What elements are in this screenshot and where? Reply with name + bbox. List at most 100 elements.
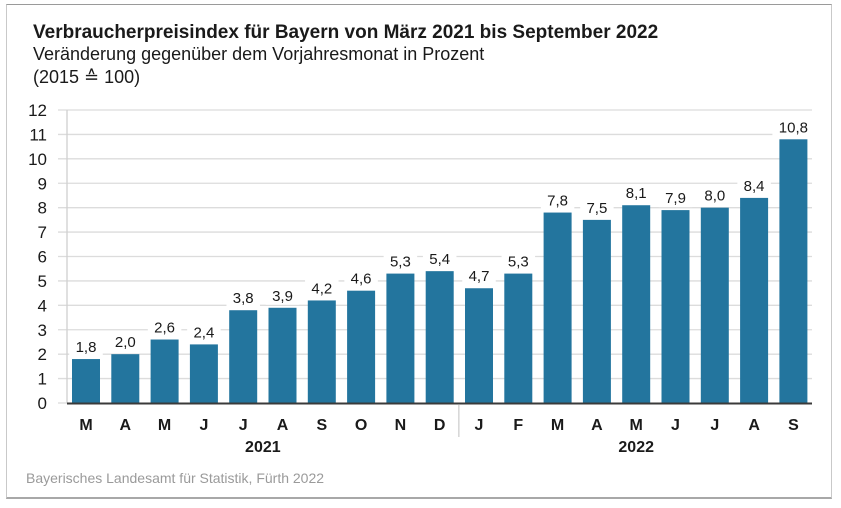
data-label: 3,8	[233, 290, 254, 307]
x-tick-label: J	[710, 417, 719, 434]
y-tick-label: 5	[38, 272, 47, 291]
y-tick-label: 7	[38, 223, 47, 242]
bar	[661, 210, 690, 403]
y-tick-label: 3	[38, 321, 47, 340]
data-labels: 1,8 2,0 2,6 2,4 3,8 3,9 4,2 4,6 5,3 5,4 4,7 5,3 7,8 7…	[69, 118, 815, 357]
x-tick-label: A	[591, 417, 603, 434]
x-tick-label: J	[475, 417, 484, 434]
data-label-bg	[737, 176, 771, 195]
x-tick-label: S	[788, 417, 799, 434]
data-label: 4,6	[351, 271, 372, 288]
bar	[189, 344, 218, 403]
data-label: 7,8	[547, 193, 568, 210]
source-note: Bayerisches Landesamt für Statistik, Für…	[26, 470, 325, 486]
bar	[268, 307, 297, 403]
x-tick-label: O	[355, 417, 367, 434]
data-label: 7,9	[665, 190, 686, 207]
data-label: 10,8	[779, 119, 808, 136]
bar	[582, 219, 611, 403]
bar	[307, 300, 336, 403]
bar	[229, 310, 258, 403]
data-label-bg	[344, 269, 378, 288]
bar	[504, 273, 533, 403]
data-label: 8,1	[626, 185, 647, 202]
x-tick-label: J	[239, 417, 248, 434]
x-tick-label: M	[158, 417, 171, 434]
data-label-bg	[422, 250, 457, 269]
data-label: 2,0	[115, 334, 136, 351]
data-label-bg	[187, 323, 221, 342]
x-tick-label: A	[277, 417, 289, 434]
bar	[622, 205, 651, 403]
data-label: 8,0	[704, 188, 725, 205]
bar	[465, 288, 493, 403]
data-label-bg	[305, 279, 339, 298]
data-label-bg	[462, 267, 496, 286]
data-label-bg	[226, 289, 260, 308]
data-label-bg	[772, 118, 815, 137]
y-tick-label: 12	[28, 101, 47, 120]
chart-subtitle: Veränderung gegenüber dem Vorjahresmonat…	[33, 44, 485, 64]
data-label: 5,4	[429, 251, 450, 268]
data-label: 8,4	[744, 178, 765, 195]
x-tick-label: F	[513, 417, 523, 434]
y-tick-label: 0	[38, 394, 47, 413]
year-groups: 2021 2022	[245, 405, 654, 456]
x-tick-label: J	[199, 417, 208, 434]
data-label-bg	[658, 189, 693, 208]
data-label: 7,5	[586, 200, 607, 217]
y-tick-label: 6	[38, 248, 47, 267]
data-label-bg	[540, 191, 575, 210]
x-tick-label: M	[551, 417, 564, 434]
y-tick-label: 4	[38, 296, 47, 315]
data-label-bg	[147, 318, 182, 337]
data-label-bg	[501, 252, 536, 271]
y-tick-label: 1	[38, 370, 47, 389]
bar	[111, 354, 140, 403]
data-label: 2,4	[193, 324, 214, 341]
data-label: 5,3	[508, 254, 529, 271]
y-tick-label: 2	[38, 345, 47, 364]
bar	[72, 359, 100, 403]
data-label: 4,7	[469, 268, 490, 285]
bar	[150, 339, 179, 403]
data-label: 5,3	[390, 254, 411, 271]
x-tick-label: M	[79, 417, 92, 434]
data-label-bg	[698, 186, 732, 205]
data-label: 4,2	[311, 280, 332, 297]
bar	[740, 197, 769, 403]
data-label: 2,6	[154, 320, 175, 337]
bar	[543, 212, 572, 403]
data-label-bg	[383, 252, 418, 271]
chart-title: Verbraucherpreisindex für Bayern von Mär…	[33, 22, 659, 43]
bar	[347, 290, 376, 403]
data-label: 1,8	[76, 339, 97, 356]
bar	[779, 139, 808, 404]
data-label-bg	[265, 286, 300, 305]
x-tick-label: A	[748, 417, 760, 434]
x-tick-label: S	[316, 417, 327, 434]
y-tick-label: 9	[38, 174, 47, 193]
x-tick-label: N	[395, 417, 407, 434]
data-label: 3,9	[272, 288, 293, 305]
bars	[72, 139, 808, 404]
year-label: 2021	[245, 439, 281, 456]
year-label: 2022	[618, 439, 654, 456]
x-tick-label: D	[434, 417, 446, 434]
data-label-bg	[108, 333, 143, 352]
data-label-bg	[69, 338, 103, 357]
bar	[700, 207, 729, 403]
chart-frame	[6, 4, 832, 499]
y-tick-label: 11	[29, 125, 47, 144]
bar	[386, 273, 415, 403]
bar	[425, 271, 454, 403]
data-label-bg	[580, 198, 614, 217]
x-tick-label: J	[671, 417, 680, 434]
y-tick-label: 10	[28, 150, 47, 169]
x-tick-label: M	[630, 417, 643, 434]
chart-base-note: (2015 ≙ 100)	[33, 67, 141, 87]
x-tick-label: A	[120, 417, 132, 434]
